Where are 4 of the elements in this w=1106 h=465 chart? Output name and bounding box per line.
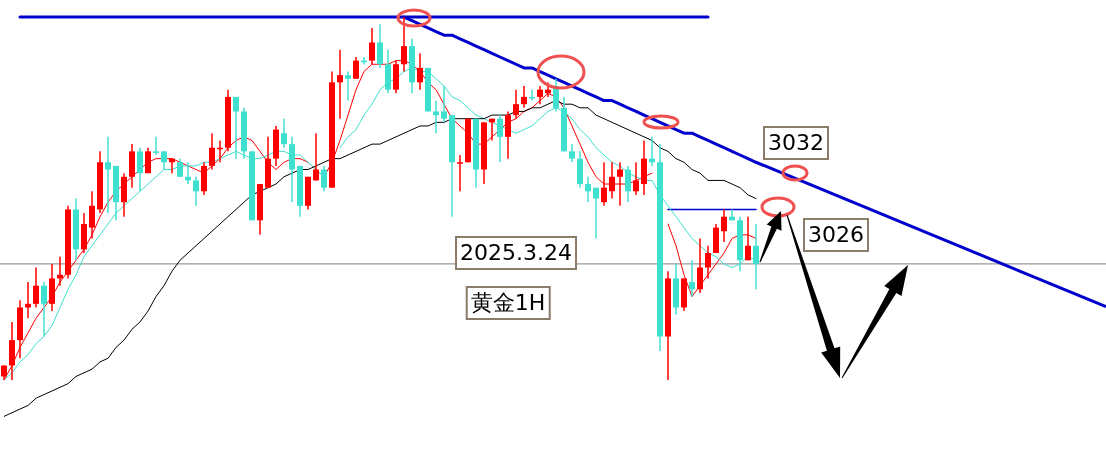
annotation: 2025.3.24 <box>455 236 577 270</box>
text: 3026 <box>803 218 869 252</box>
text: 3032 <box>763 126 829 160</box>
annotation: 黄金1H <box>465 286 551 320</box>
